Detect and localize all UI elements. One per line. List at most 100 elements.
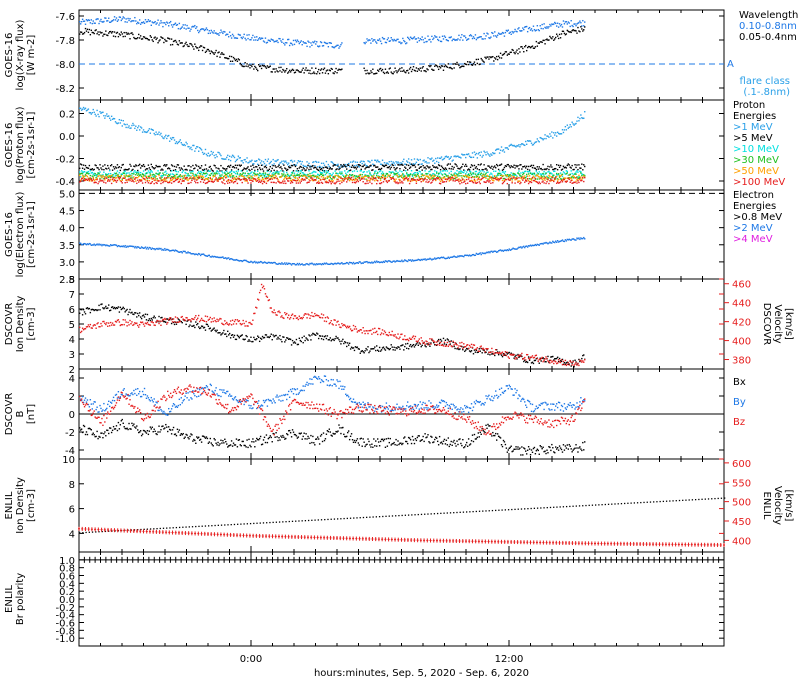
data-point — [565, 129, 568, 131]
data-point — [322, 167, 325, 169]
data-point — [371, 169, 373, 171]
data-point — [274, 261, 276, 264]
data-point — [291, 68, 294, 71]
data-point — [131, 124, 133, 127]
data-point — [249, 169, 251, 172]
data-point — [297, 178, 300, 181]
data-point — [580, 179, 582, 182]
data-point — [368, 160, 370, 163]
data-point — [118, 245, 121, 247]
data-point — [284, 44, 286, 46]
data-point — [96, 18, 98, 20]
data-point — [332, 180, 334, 182]
data-point — [361, 173, 363, 176]
data-point — [117, 122, 120, 124]
y-axis-label: [cm-2s-1sr-1] — [26, 111, 37, 178]
data-point — [427, 69, 429, 71]
data-point — [406, 169, 409, 171]
data-point — [397, 182, 399, 185]
data-point — [380, 172, 383, 175]
data-point — [411, 178, 414, 180]
data-point — [386, 162, 389, 164]
data-point — [364, 163, 366, 165]
data-point — [463, 171, 465, 174]
data-point — [467, 153, 470, 155]
data-point — [141, 182, 144, 184]
data-point — [93, 111, 95, 114]
data-point — [402, 160, 404, 163]
data-point — [180, 42, 182, 44]
data-point — [426, 162, 428, 164]
data-point — [464, 175, 466, 178]
data-point — [97, 31, 99, 33]
data-point — [429, 38, 431, 41]
data-point — [468, 61, 471, 63]
data-point — [529, 140, 532, 142]
data-point — [384, 178, 387, 180]
data-point — [299, 165, 301, 168]
data-point — [186, 179, 188, 181]
data-point — [120, 31, 123, 33]
data-point — [258, 178, 261, 181]
data-point — [387, 174, 390, 177]
data-point — [323, 41, 326, 44]
data-point — [171, 173, 174, 175]
data-point — [291, 181, 294, 184]
data-point — [230, 179, 233, 181]
data-point — [300, 71, 302, 73]
data-point — [442, 167, 445, 170]
data-point — [532, 47, 535, 49]
data-point — [385, 260, 388, 262]
data-point — [429, 173, 431, 176]
data-point — [169, 250, 172, 252]
data-point — [547, 39, 549, 41]
data-point — [268, 168, 271, 170]
data-point — [530, 245, 533, 247]
data-point — [538, 166, 540, 168]
data-point — [481, 38, 483, 40]
data-point — [497, 250, 500, 252]
data-point — [479, 179, 481, 181]
data-point — [373, 177, 375, 180]
data-point — [227, 57, 230, 60]
data-point — [82, 176, 85, 179]
data-point — [97, 18, 99, 20]
data-point — [86, 28, 89, 31]
data-point — [207, 169, 210, 171]
data-point — [432, 164, 434, 167]
data-point — [144, 175, 147, 177]
data-point — [404, 179, 406, 181]
data-point — [325, 170, 328, 172]
data-point — [337, 175, 339, 177]
data-point — [169, 20, 172, 23]
data-point — [366, 171, 368, 173]
legend-item: >0.8 MeV — [733, 212, 782, 223]
data-point — [393, 166, 395, 169]
data-point — [173, 177, 176, 179]
data-point — [175, 250, 178, 252]
data-point — [329, 69, 331, 72]
data-point — [120, 166, 123, 169]
data-point — [178, 251, 181, 253]
data-point — [551, 242, 553, 244]
data-point — [86, 20, 89, 22]
data-point — [404, 40, 406, 43]
data-point — [149, 168, 152, 171]
data-point — [556, 178, 559, 180]
data-point — [351, 174, 354, 176]
data-point — [381, 36, 384, 39]
data-point — [572, 177, 574, 179]
data-point — [496, 34, 499, 36]
data-point — [209, 165, 212, 168]
data-point — [296, 162, 299, 164]
data-point — [427, 176, 429, 178]
data-point — [516, 30, 518, 33]
data-point — [244, 180, 246, 182]
data-point — [135, 20, 137, 22]
data-point — [117, 19, 120, 21]
data-point — [506, 54, 509, 56]
data-point — [137, 177, 139, 179]
data-point — [390, 178, 392, 180]
data-point — [581, 173, 583, 175]
data-point — [107, 115, 109, 118]
